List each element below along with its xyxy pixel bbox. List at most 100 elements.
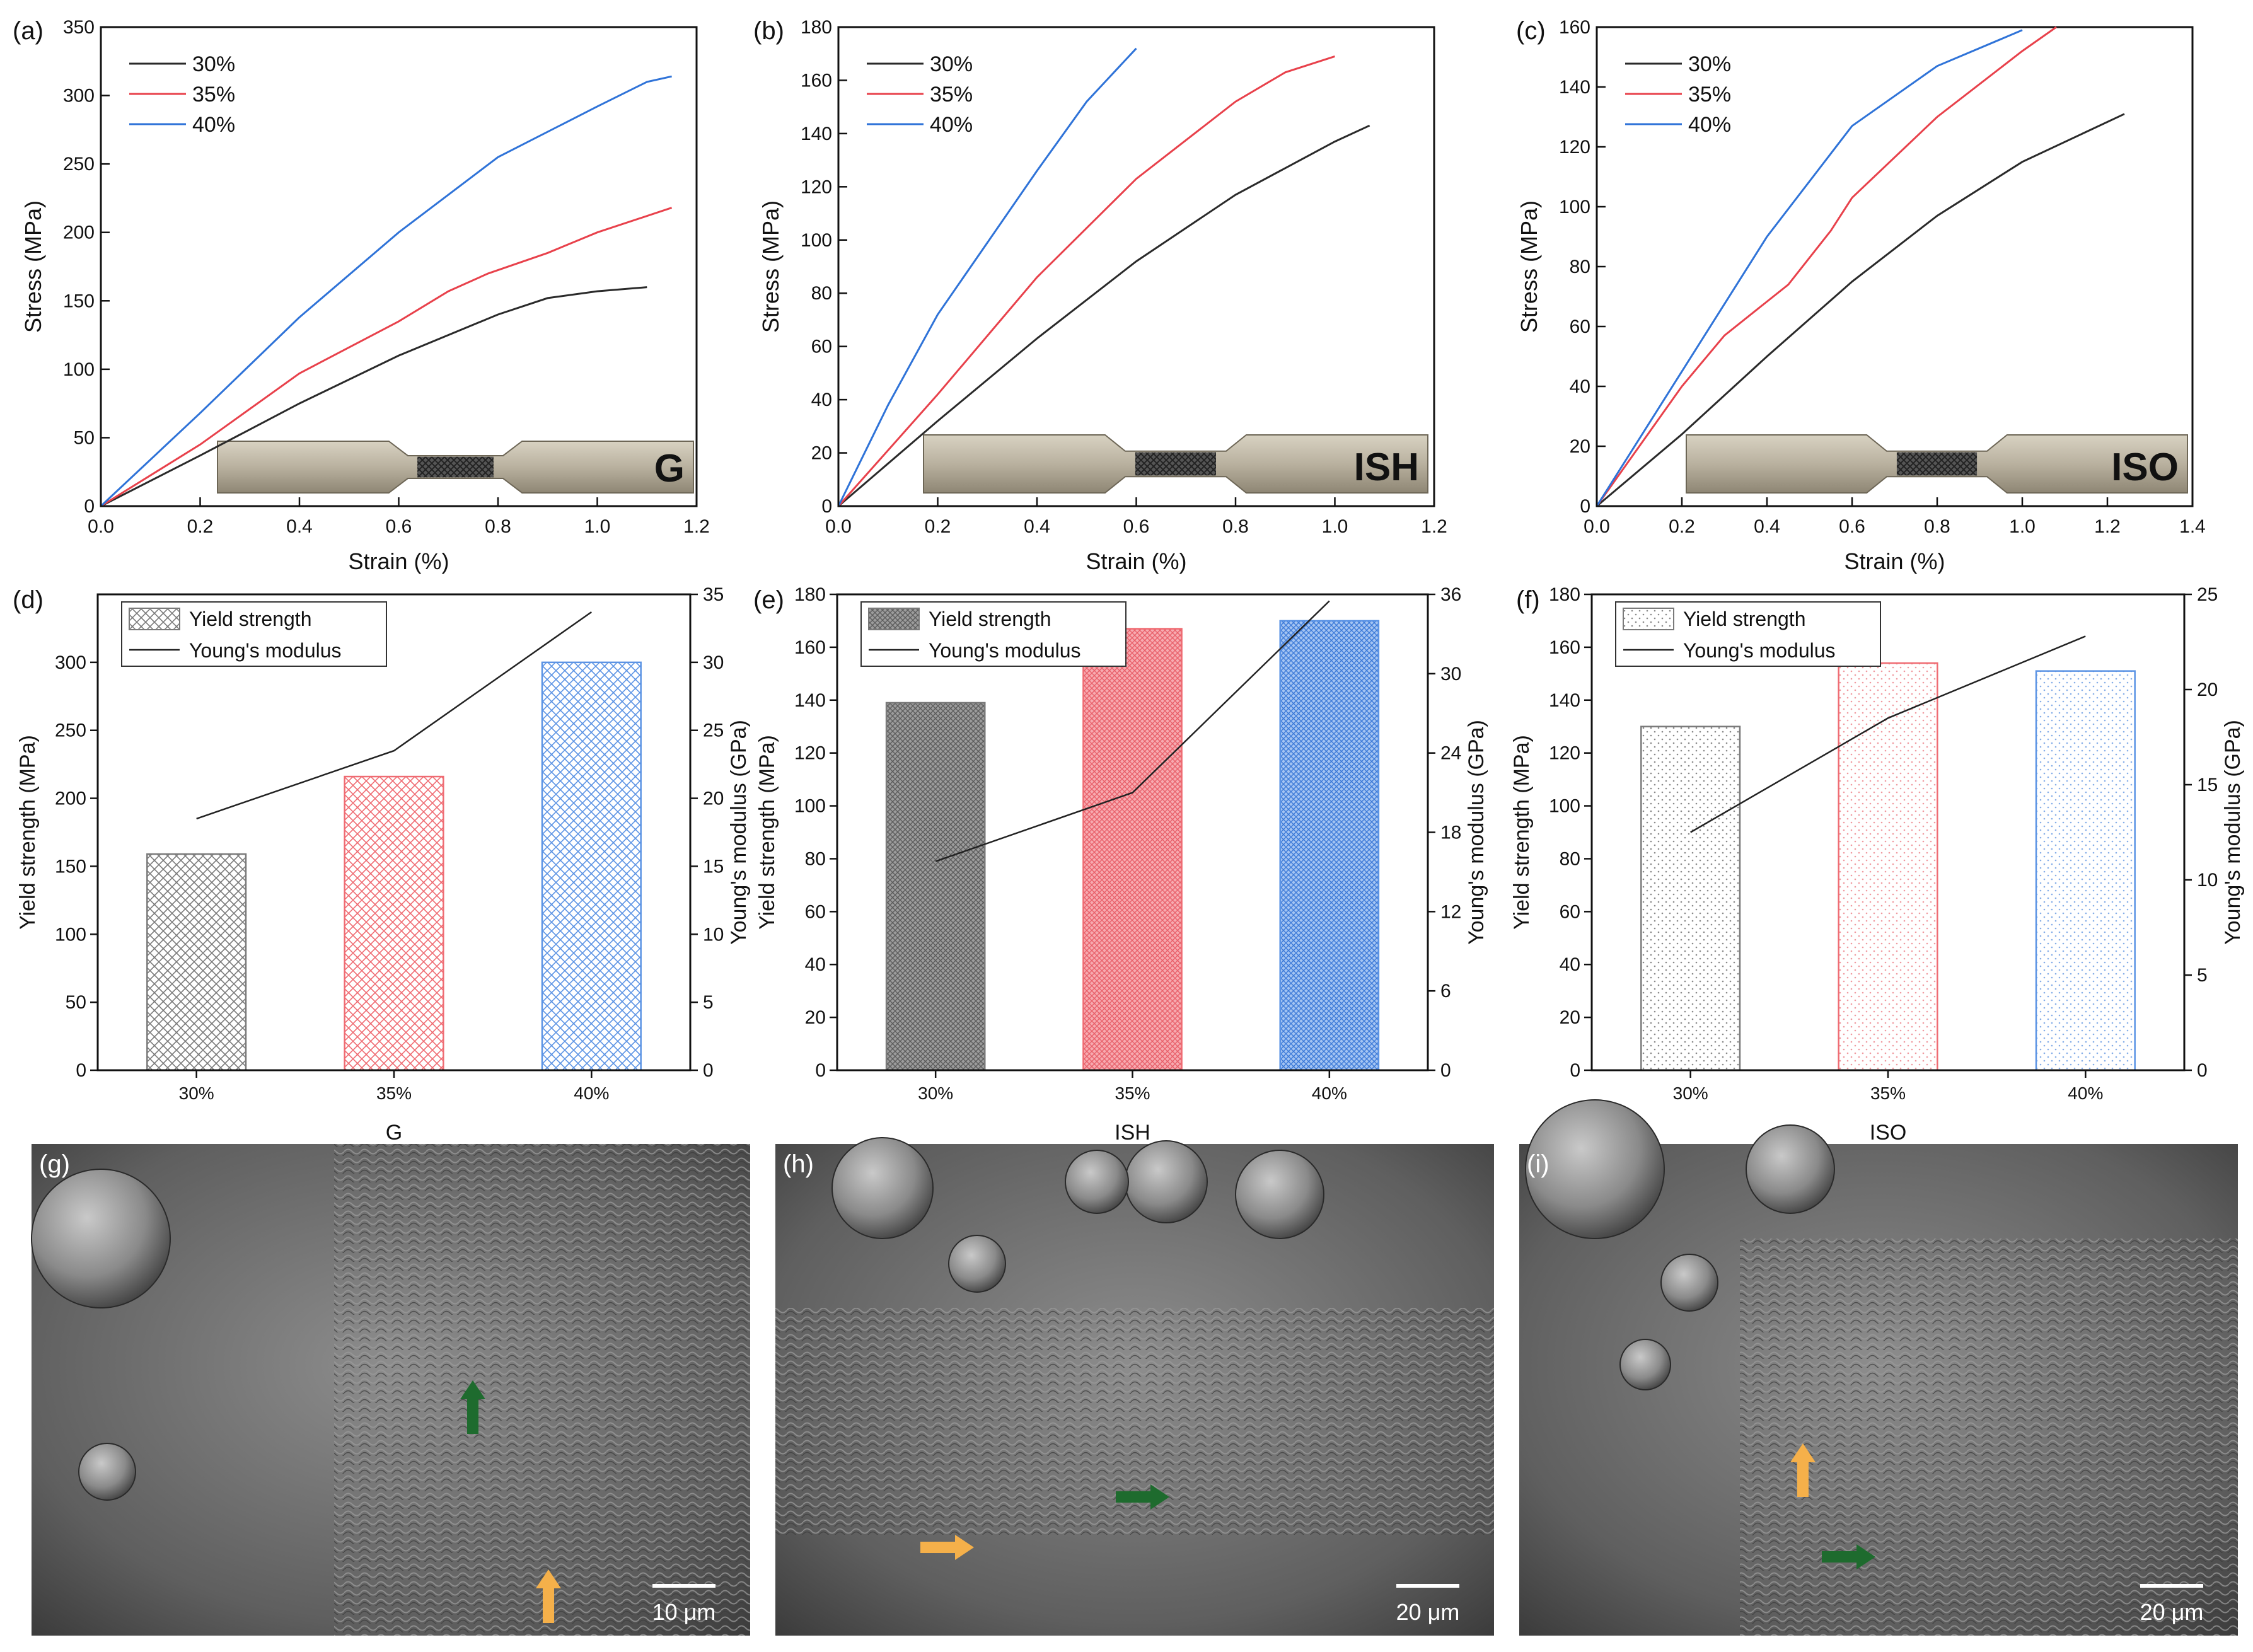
y-tick-label: 100 bbox=[1549, 796, 1580, 817]
y-tick-label: 20 bbox=[805, 1007, 826, 1028]
panel-label: (i) bbox=[1527, 1150, 1549, 1178]
modulus-line bbox=[196, 611, 593, 820]
legend-entry: Young's modulus bbox=[929, 639, 1081, 662]
y-tick-label: 60 bbox=[1570, 316, 1590, 337]
y-axis-label: Stress (MPa) bbox=[20, 200, 46, 333]
y-tick-label: 60 bbox=[1560, 901, 1580, 922]
x-tick-label: 1.0 bbox=[584, 516, 611, 537]
y-right-tick-label: 15 bbox=[703, 856, 724, 877]
scale-bar-label: 20 μm bbox=[1396, 1599, 1460, 1625]
y-right-tick-label: 5 bbox=[703, 992, 714, 1013]
y-axis-label: Yield strength (MPa) bbox=[755, 735, 779, 930]
y-tick-label: 40 bbox=[805, 954, 826, 975]
y-tick-label: 160 bbox=[801, 70, 832, 91]
y-right-tick-label: 10 bbox=[703, 924, 724, 945]
x-axis-label: G bbox=[386, 1121, 402, 1145]
legend-entry: 40% bbox=[192, 113, 235, 137]
powder-particle bbox=[1125, 1140, 1208, 1223]
bar-35pct bbox=[1082, 628, 1183, 1071]
x-tick-label: 1.2 bbox=[1421, 516, 1447, 537]
y-axis-label: Yield strength (MPa) bbox=[1510, 735, 1534, 930]
legend-entry: Yield strength bbox=[929, 608, 1051, 630]
y-tick-label: 20 bbox=[811, 443, 832, 464]
powder-particle bbox=[1525, 1099, 1665, 1239]
legend-entry: 40% bbox=[1688, 113, 1731, 137]
panel-label: (a) bbox=[13, 17, 43, 45]
y-right-tick-label: 30 bbox=[703, 652, 724, 673]
specimen-label: G bbox=[654, 447, 685, 490]
scale-bar bbox=[652, 1584, 715, 1588]
specimen-photo: ISO bbox=[1686, 434, 2188, 494]
y-tick-label: 50 bbox=[74, 427, 95, 448]
scale-bar-label: 20 μm bbox=[2140, 1599, 2204, 1625]
chart-panel-c: ISO 0.0 0.2 0.4 0.6 0.8 1.0 1.2 1.4 0 20 40 60 80 100 1… bbox=[1516, 17, 2206, 574]
x-tick-label: 0.4 bbox=[1754, 516, 1780, 537]
x-tick-label: 0.6 bbox=[1123, 516, 1150, 537]
x-tick-label: 30% bbox=[1673, 1083, 1708, 1103]
y-right-tick-label: 20 bbox=[2197, 679, 2218, 700]
y-tick-label: 140 bbox=[1559, 77, 1590, 98]
y-right-tick-label: 25 bbox=[2197, 584, 2218, 605]
x-tick-label: 0.2 bbox=[187, 516, 214, 537]
feature-arrow bbox=[536, 1569, 561, 1623]
specimen-photo: ISH bbox=[923, 434, 1428, 494]
bar-30pct bbox=[885, 702, 986, 1071]
x-tick-label: 1.2 bbox=[683, 516, 710, 537]
x-tick-label: 0.0 bbox=[825, 516, 852, 537]
panel-label: (f) bbox=[1516, 586, 1540, 614]
y-tick-label: 20 bbox=[1570, 436, 1590, 457]
powder-particle bbox=[1619, 1339, 1671, 1390]
y-tick-label: 120 bbox=[1549, 743, 1580, 764]
x-tick-label: 0.0 bbox=[1584, 516, 1610, 537]
feature-arrow bbox=[1116, 1484, 1169, 1510]
y-axis-label: Stress (MPa) bbox=[1516, 200, 1542, 333]
y-tick-label: 150 bbox=[55, 856, 86, 877]
y-right-axis-label: Young's modulus (GPa) bbox=[1464, 720, 1488, 945]
legend-entry: 35% bbox=[930, 83, 973, 107]
chart-panel-f: 30% 35% 40% 0 20 40 60 80 100 120 140 160 180 0 5 10 15 2… bbox=[1510, 584, 2245, 1145]
y-tick-label: 180 bbox=[801, 17, 832, 38]
legend: Yield strength Young's modulus bbox=[121, 601, 387, 667]
y-tick-label: 80 bbox=[1570, 257, 1590, 277]
legend: 30% 35% 40% bbox=[129, 52, 235, 137]
x-tick-label: 0.8 bbox=[1222, 516, 1249, 537]
y-tick-label: 60 bbox=[805, 901, 826, 922]
y-right-tick-label: 25 bbox=[703, 720, 724, 741]
bar-35pct bbox=[344, 775, 444, 1071]
series-line-35pct bbox=[100, 207, 673, 507]
panel-label: (c) bbox=[1516, 17, 1546, 45]
legend: Yield strength Young's modulus bbox=[1615, 601, 1881, 667]
panel-label: (h) bbox=[783, 1150, 814, 1178]
y-right-tick-label: 0 bbox=[1440, 1060, 1451, 1081]
legend-entry: Young's modulus bbox=[1683, 639, 1836, 662]
y-tick-label: 350 bbox=[63, 17, 95, 38]
panel-label: (d) bbox=[13, 586, 43, 614]
bar-40pct bbox=[2035, 670, 2136, 1071]
x-tick-label: 0.8 bbox=[1924, 516, 1950, 537]
y-tick-label: 120 bbox=[801, 176, 832, 197]
y-right-tick-label: 20 bbox=[703, 788, 724, 809]
y-tick-label: 0 bbox=[84, 496, 95, 517]
powder-particle bbox=[831, 1137, 934, 1239]
series-line-35pct bbox=[837, 55, 1335, 507]
x-tick-label: 0.0 bbox=[88, 516, 114, 537]
x-axis-label: Strain (%) bbox=[1086, 548, 1186, 574]
y-right-tick-label: 36 bbox=[1440, 584, 1461, 605]
panel-label: (b) bbox=[753, 17, 784, 45]
bar-40pct bbox=[541, 661, 642, 1071]
y-tick-label: 200 bbox=[55, 788, 86, 809]
y-right-tick-label: 12 bbox=[1440, 901, 1461, 922]
powder-particle bbox=[78, 1443, 136, 1501]
legend-entry: 30% bbox=[930, 52, 973, 76]
x-tick-label: 30% bbox=[179, 1083, 214, 1103]
y-tick-label: 80 bbox=[1560, 848, 1580, 869]
y-right-tick-label: 0 bbox=[2197, 1060, 2208, 1081]
scale-bar-label: 10 μm bbox=[652, 1599, 716, 1625]
y-axis-label: Stress (MPa) bbox=[758, 200, 784, 333]
x-axis-label: Strain (%) bbox=[348, 548, 449, 574]
x-axis-label: ISH bbox=[1115, 1121, 1150, 1145]
y-tick-label: 0 bbox=[76, 1060, 86, 1081]
y-right-tick-label: 30 bbox=[1440, 664, 1461, 684]
x-tick-label: 40% bbox=[1312, 1083, 1347, 1103]
